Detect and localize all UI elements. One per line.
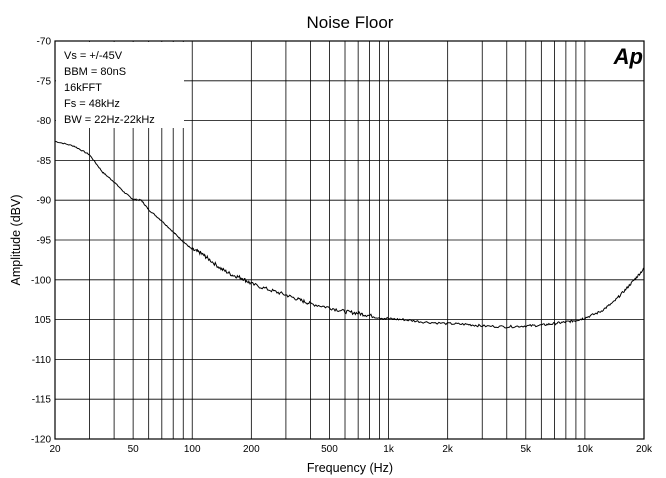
plot-area: [54, 40, 645, 440]
y-tick-label: -80: [37, 116, 52, 127]
x-tick-label: 10k: [577, 444, 594, 455]
y-tick-label: -90: [37, 196, 52, 207]
annotation-line: Vs = +/-45V: [64, 50, 123, 62]
x-tick-label: 500: [321, 444, 338, 455]
y-tick-label: -85: [37, 156, 52, 167]
y-tick-label: -100: [31, 275, 51, 286]
y-axis-title: Amplitude (dBV): [9, 194, 23, 285]
y-tick-label: -75: [37, 76, 52, 87]
x-tick-label: 200: [243, 444, 260, 455]
y-tick-labels: -70 -75 -80 -85 -90 -95 -100 105 -110 -115 -120: [31, 37, 51, 446]
x-tick-label: 2k: [442, 444, 454, 455]
chart-title: Noise Floor: [307, 13, 394, 32]
grid-lines: [55, 41, 644, 439]
y-tick-label: -120: [31, 435, 51, 446]
annotation-line: BBM = 80nS: [64, 66, 126, 78]
y-tick-label: -95: [37, 236, 52, 247]
annotation-text-block: Vs = +/-45V BBM = 80nS 16kFFT Fs = 48kHz BW …: [64, 50, 155, 126]
noise-floor-line: [54, 140, 645, 329]
y-tick-label: -70: [37, 37, 52, 48]
x-tick-label: 20: [49, 444, 61, 455]
data-series-group: [54, 140, 645, 329]
annotation-line: BW = 22Hz-22kHz: [64, 114, 155, 126]
x-tick-label: 100: [184, 444, 201, 455]
y-tick-label: 105: [34, 315, 51, 326]
x-tick-label: 50: [128, 444, 140, 455]
annotation-line: Fs = 48kHz: [64, 98, 120, 110]
x-tick-labels: 20 50 100 200 500 1k 2k 5k 10k 20k: [49, 444, 653, 455]
x-axis-title: Frequency (Hz): [307, 461, 393, 475]
ap-logo: Ap: [613, 44, 643, 69]
y-tick-label: -115: [32, 395, 52, 406]
x-tick-label: 1k: [383, 444, 395, 455]
x-tick-label: 5k: [521, 444, 533, 455]
y-tick-label: -110: [32, 355, 52, 366]
x-tick-label: 20k: [636, 444, 653, 455]
annotation-box: [56, 42, 184, 128]
annotation-line: 16kFFT: [64, 82, 102, 94]
